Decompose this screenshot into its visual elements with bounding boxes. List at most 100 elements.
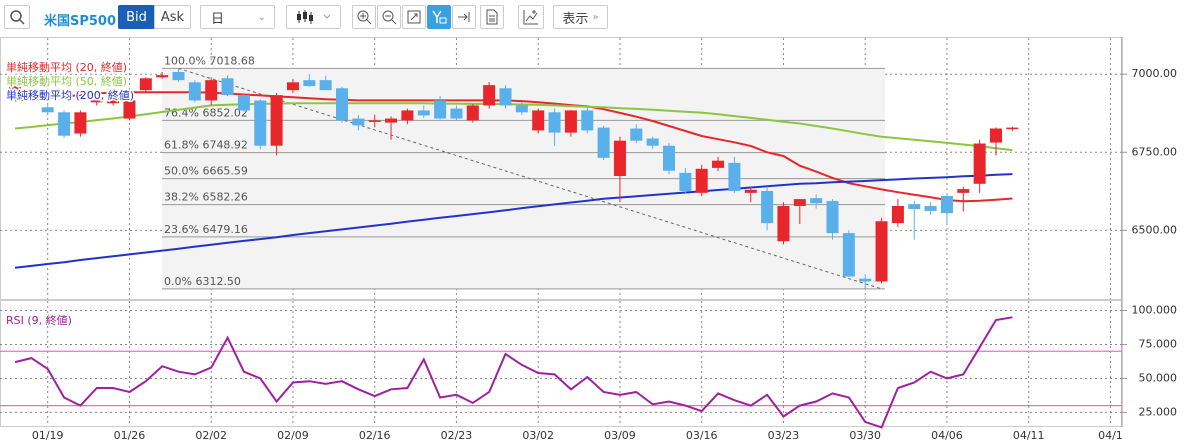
y-tick-label: 6500.00	[1132, 223, 1178, 236]
candle-body	[515, 105, 528, 113]
document-icon	[486, 9, 498, 25]
document-button[interactable]	[480, 5, 504, 29]
symbol[interactable]: 米国SP500	[44, 14, 117, 29]
search-button[interactable]	[4, 5, 30, 29]
x-tick-label: 03/23	[768, 429, 800, 442]
moving-average-line	[14, 173, 1013, 269]
indicator-button[interactable]	[518, 5, 544, 29]
candle-body	[679, 172, 692, 191]
toolbar: 米国SP500 Bid Ask 日 ⌄ 表示»	[0, 0, 1200, 34]
candle-body	[597, 127, 610, 158]
candle-body	[630, 128, 643, 141]
candle-body	[188, 82, 201, 101]
x-tick-label: 02/23	[441, 429, 473, 442]
indicator-icon	[523, 10, 538, 25]
candle-body	[434, 100, 447, 119]
candle-body	[205, 80, 218, 101]
candle-icon	[296, 10, 330, 24]
fit-button[interactable]	[402, 5, 426, 29]
x-tick-label: 02/16	[359, 429, 391, 442]
x-tick-label: 02/09	[277, 429, 309, 442]
candle-body	[254, 100, 267, 146]
dropdown-arrow: »	[592, 11, 599, 23]
candle-body	[957, 189, 970, 193]
candle-body	[728, 162, 741, 191]
display-dropdown[interactable]: 表示»	[553, 5, 608, 29]
candle-body	[646, 138, 659, 146]
rsi-panel-frame	[0, 300, 1122, 427]
x-tick-label: 03/30	[849, 429, 881, 442]
candle-body	[581, 110, 594, 131]
dropdown-arrow: ⌄	[257, 11, 266, 23]
y-tick-label: 50.000	[1139, 371, 1178, 384]
crosshair-icon	[432, 10, 447, 24]
x-tick-label: 03/09	[604, 429, 636, 442]
y-tick-label: 75.000	[1139, 337, 1178, 350]
candle-body	[221, 78, 234, 96]
y-tick-label: 100.000	[1132, 304, 1178, 317]
candle-body	[613, 140, 626, 176]
period-dropdown[interactable]: 日 ⌄	[200, 5, 275, 29]
x-tick-label: 04/1	[1098, 429, 1123, 442]
legend-entry: 単純移動平均 (50, 終値)	[6, 74, 127, 88]
candle-body	[368, 120, 381, 122]
search-icon	[10, 10, 25, 25]
crosshair-button[interactable]	[427, 5, 451, 29]
fib-level-label: 61.8% 6748.92	[164, 139, 248, 152]
y-tick-label: 7000.00	[1132, 67, 1178, 80]
candle-body	[58, 112, 71, 136]
fib-level-label: 0.0% 6312.50	[164, 275, 241, 288]
x-tick-label: 01/26	[114, 429, 146, 442]
x-tick-label: 02/02	[195, 429, 227, 442]
fib-level-label: 100.0% 7018.68	[164, 54, 255, 67]
scroll-end-icon	[458, 12, 470, 22]
candle-body	[156, 75, 169, 78]
candle-body	[826, 200, 839, 234]
legend-entry: 単純移動平均 (20, 終値)	[6, 60, 127, 74]
fib-level-label: 38.2% 6582.26	[164, 191, 248, 204]
ask-button[interactable]: Ask	[154, 5, 191, 29]
candle-body	[336, 88, 348, 121]
y-tick-label: 6750.00	[1132, 145, 1178, 158]
chart-type-dropdown[interactable]	[286, 5, 341, 29]
candle-body	[237, 95, 250, 111]
fib-level-label: 23.6% 6479.16	[164, 223, 248, 236]
candle-body	[270, 95, 283, 146]
candle-body	[483, 85, 496, 106]
x-tick-label: 03/02	[522, 429, 554, 442]
candle-body	[466, 105, 479, 121]
candle-body	[891, 205, 904, 224]
x-tick-label: 03/16	[686, 429, 718, 442]
zoom-in-button[interactable]	[352, 5, 376, 29]
zoom-out-icon	[382, 10, 397, 25]
zoom-out-button[interactable]	[377, 5, 401, 29]
candle-body	[107, 92, 120, 104]
candle-body	[695, 168, 708, 193]
candle-body	[924, 205, 937, 211]
candle-body	[352, 118, 365, 126]
candle-body	[990, 128, 1002, 143]
candle-body	[417, 110, 430, 116]
candle-body	[793, 199, 806, 206]
bid-button[interactable]: Bid	[118, 5, 155, 29]
candle-body	[139, 78, 152, 91]
x-tick-label: 04/06	[931, 429, 963, 442]
display-label: 表示	[562, 11, 589, 27]
candle-body	[744, 189, 757, 193]
x-tick-label: 01/19	[32, 429, 64, 442]
fib-trend-line	[178, 67, 882, 290]
candle-body	[1006, 127, 1019, 130]
candle-body	[450, 108, 463, 119]
candle-body	[663, 145, 675, 171]
rsi-line	[14, 316, 1013, 429]
candle-body	[499, 88, 512, 106]
candle-body	[172, 72, 185, 81]
scroll-end-button[interactable]	[452, 5, 476, 29]
candle-body	[25, 89, 38, 98]
fit-icon	[407, 10, 421, 24]
candle-body	[74, 112, 87, 134]
candle-body	[90, 100, 103, 103]
candle-body	[41, 107, 54, 113]
